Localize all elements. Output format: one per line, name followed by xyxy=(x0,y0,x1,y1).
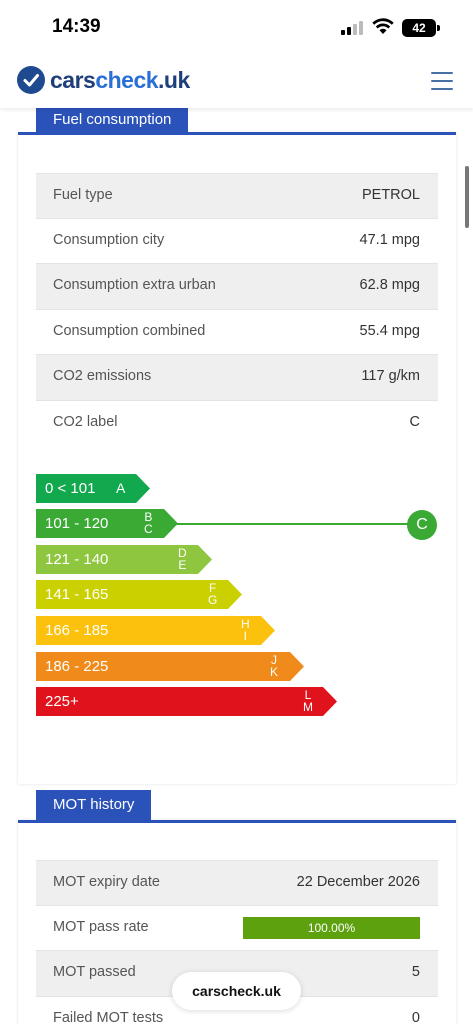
band-letter: B C xyxy=(144,510,153,536)
band-letter: J K xyxy=(270,653,279,679)
band-letter: F G xyxy=(208,581,218,607)
rating-band: 141 - 165 F G xyxy=(36,580,242,609)
scrollbar[interactable] xyxy=(465,166,469,228)
rating-band: 166 - 185 H I xyxy=(36,616,275,645)
row-label: Failed MOT tests xyxy=(53,1009,164,1024)
table-row: Consumption city 47.1 mpg xyxy=(36,219,438,264)
row-value: 55.4 mpg xyxy=(359,322,420,339)
row-label: MOT passed xyxy=(53,964,136,980)
table-row: MOT expiry date 22 December 2026 xyxy=(36,860,438,906)
section-divider xyxy=(18,132,456,135)
site-url-pill[interactable]: carscheck.uk xyxy=(172,972,301,1010)
table-row: CO2 label C xyxy=(36,401,438,447)
logo-check-icon[interactable] xyxy=(17,66,45,94)
band-range: 101 - 120 xyxy=(45,515,109,532)
pass-rate-progress-bar: 100.00% xyxy=(243,916,420,939)
row-value: 47.1 mpg xyxy=(359,231,420,248)
row-label: Consumption city xyxy=(53,231,165,248)
battery-icon: 42 xyxy=(402,19,440,37)
table-row: Fuel type PETROL xyxy=(36,173,438,219)
row-label: MOT pass rate xyxy=(53,918,149,935)
band-range: 166 - 185 xyxy=(45,622,109,639)
row-value: C xyxy=(409,413,420,430)
row-value: 62.8 mpg xyxy=(359,277,420,293)
row-label: Consumption combined xyxy=(53,322,206,339)
rating-indicator-badge: C xyxy=(407,510,437,540)
row-value: 0 xyxy=(411,1009,420,1024)
band-letter: D E xyxy=(178,546,187,572)
table-row: Failed MOT tests 0 xyxy=(36,997,438,1024)
row-label: CO2 label xyxy=(53,413,118,430)
section-divider xyxy=(18,820,456,823)
site-logo[interactable]: carscheck.uk xyxy=(50,67,190,93)
table-row: MOT pass rate 100.00% xyxy=(36,906,438,951)
row-value: 22 December 2026 xyxy=(296,874,420,890)
site-header: carscheck.uk xyxy=(0,56,473,108)
row-value: PETROL xyxy=(361,187,420,203)
rating-indicator-line xyxy=(174,523,408,525)
rating-band: 186 - 225 J K xyxy=(36,652,304,681)
rating-band: 225+ L M xyxy=(36,687,337,716)
table-row: Consumption extra urban 62.8 mpg xyxy=(36,264,438,310)
cellular-signal-icon xyxy=(341,21,365,35)
fuel-table: Fuel type PETROL Consumption city 47.1 m… xyxy=(36,173,438,446)
status-time: 14:39 xyxy=(52,16,101,37)
rating-band: 101 - 120 B C xyxy=(36,509,178,538)
battery-level: 42 xyxy=(412,21,426,35)
table-row: Consumption combined 55.4 mpg xyxy=(36,310,438,355)
row-value: 117 g/km xyxy=(361,368,420,384)
rating-band: 121 - 140 D E xyxy=(36,545,212,574)
band-letter: L M xyxy=(303,688,313,714)
table-row: CO2 emissions 117 g/km xyxy=(36,355,438,401)
mot-history-tab: MOT history xyxy=(36,790,152,820)
band-range: 225+ xyxy=(45,693,79,710)
row-label: MOT expiry date xyxy=(53,874,160,890)
row-value: 5 xyxy=(411,964,420,980)
rating-band: 0 < 101 A xyxy=(36,474,150,503)
band-letter: H I xyxy=(241,617,250,643)
hamburger-menu-icon[interactable] xyxy=(431,72,453,90)
band-range: 141 - 165 xyxy=(45,586,109,603)
row-label: Fuel type xyxy=(53,187,113,203)
row-label: Consumption extra urban xyxy=(53,277,216,293)
row-label: CO2 emissions xyxy=(53,368,152,384)
band-range: 121 - 140 xyxy=(45,551,109,568)
band-range: 0 < 101 xyxy=(45,480,96,497)
band-range: 186 - 225 xyxy=(45,658,109,675)
fuel-consumption-tab: Fuel consumption xyxy=(36,108,189,132)
band-letter: A xyxy=(116,480,126,496)
wifi-icon xyxy=(372,18,394,35)
status-bar: 14:39 42 xyxy=(0,0,473,56)
